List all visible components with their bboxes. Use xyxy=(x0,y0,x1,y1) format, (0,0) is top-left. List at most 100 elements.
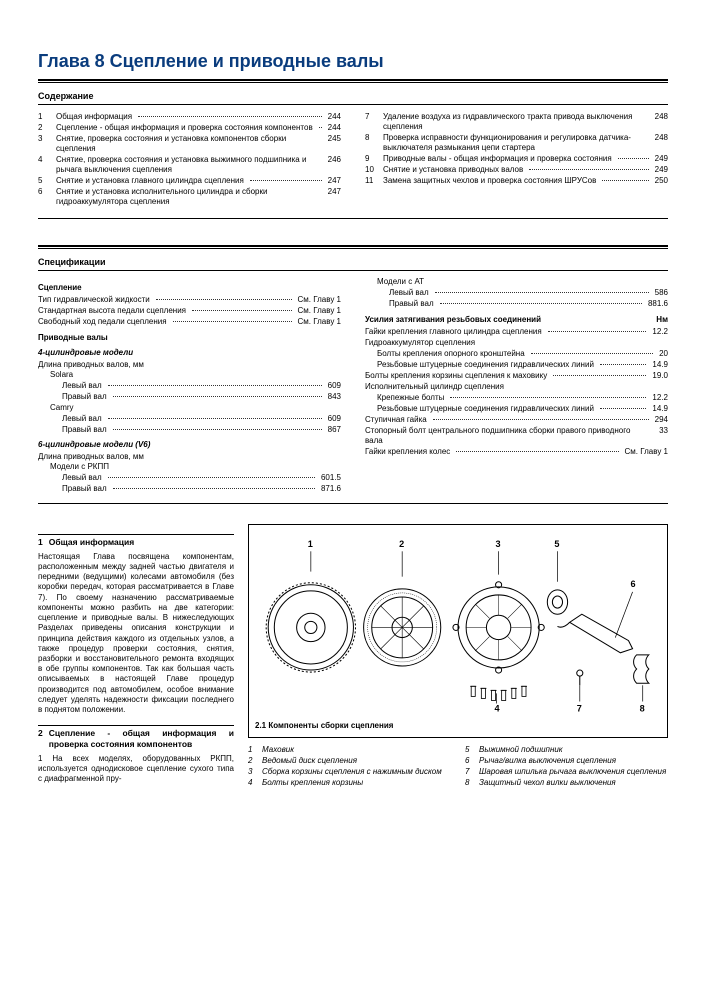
toc-num: 7 xyxy=(365,112,379,122)
rule xyxy=(38,79,668,81)
legend-item: 7 Шаровая шпилька рычага выключения сцепл… xyxy=(465,767,668,777)
toc-num: 11 xyxy=(365,176,379,186)
toc-label: Снятие, проверка состояния и установка в… xyxy=(56,155,316,175)
svg-text:2: 2 xyxy=(399,539,404,549)
rule xyxy=(38,82,668,83)
spec-dots xyxy=(113,488,315,489)
length-label: Длина приводных валов, мм xyxy=(38,360,341,370)
toc-page: 250 xyxy=(655,176,668,186)
spec-value: 12.2 xyxy=(652,327,668,337)
legend-num: 3 xyxy=(248,767,258,777)
torque-heading: Усилия затягивания резьбовых соединений xyxy=(365,315,541,325)
toc-label: Удаление воздуха из гидравлического трак… xyxy=(383,112,643,132)
spec-value: 881.6 xyxy=(648,299,668,309)
toc-page: 248 xyxy=(655,133,668,143)
section-2-heading: 2 Сцепление - общая информация и проверк… xyxy=(38,725,234,749)
toc-page: 247 xyxy=(328,176,341,186)
toc-num: 8 xyxy=(365,133,379,143)
legend-text: Рычаг/вилка выключения сцепления xyxy=(479,756,616,766)
legend-text: Шаровая шпилька рычага выключения сцепле… xyxy=(479,767,666,777)
legend-text: Маховик xyxy=(262,745,294,755)
toc-item: 3Снятие, проверка состояния и установка … xyxy=(38,134,341,154)
specs: Сцепление Тип гидравлической жидкости См.… xyxy=(38,277,668,495)
toc-page: 248 xyxy=(655,112,668,122)
length-label: Длина приводных валов, мм xyxy=(38,452,341,462)
specs-heading: Спецификации xyxy=(38,257,668,268)
spec-value: 294 xyxy=(655,415,668,425)
spec-dots xyxy=(433,419,649,420)
spec-dots xyxy=(108,477,315,478)
spec-label: Левый вал xyxy=(389,288,429,298)
toc-label: Снятие и установка приводных валов xyxy=(383,165,523,175)
spec-value: 20 xyxy=(659,349,668,359)
legend-num: 5 xyxy=(465,745,475,755)
rule xyxy=(38,218,668,219)
toc-item: 6Снятие и установка исполнительного цили… xyxy=(38,187,341,207)
camry-label: Camry xyxy=(38,403,341,413)
toc-label: Приводные валы - общая информация и пров… xyxy=(383,154,612,164)
spec-value: 609 xyxy=(328,414,341,424)
section-title: Сцепление - общая информация и проверка … xyxy=(49,728,234,749)
figure-legend: 1Маховик2Ведомый диск сцепления3Сборка к… xyxy=(248,744,668,789)
toc-num: 10 xyxy=(365,165,379,175)
toc-page: 244 xyxy=(328,112,341,122)
spec-label: Резьбовые штуцерные соединения гидравлич… xyxy=(377,360,594,370)
spec-label: Гайки крепления колес xyxy=(365,447,450,457)
spec-line: Свободный ход педали сцепленияСм. Главу … xyxy=(38,317,341,327)
legend-num: 4 xyxy=(248,778,258,788)
toc-page: 245 xyxy=(328,134,341,144)
svg-text:5: 5 xyxy=(554,539,559,549)
legend-num: 7 xyxy=(465,767,475,777)
spec-line: Крепежные болты12.2 xyxy=(365,393,668,403)
spec-value: 33 xyxy=(659,426,668,436)
toc-num: 2 xyxy=(38,123,52,133)
spec-label: Тип гидравлической жидкости xyxy=(38,295,150,305)
legend-num: 2 xyxy=(248,756,258,766)
svg-text:3: 3 xyxy=(496,539,501,549)
toc-item: 7 Удаление воздуха из гидравлического тра… xyxy=(365,112,668,132)
specs-right: Модели с АТ Левый вал586Правый вал881.6 … xyxy=(365,277,668,495)
section-1-body: Настоящая Глава посвящена компонентам, р… xyxy=(38,552,234,716)
spec-label: Исполнительный цилиндр сцепления xyxy=(365,382,504,392)
spec-value: См. Главу 1 xyxy=(625,447,668,457)
spec-value: 867 xyxy=(328,425,341,435)
body-columns: 1 Общая информация Настоящая Глава посвя… xyxy=(38,524,668,789)
svg-text:4: 4 xyxy=(495,704,501,714)
spec-label: Болты крепления корзины сцепления к махо… xyxy=(365,371,547,381)
toc-label: Снятие, проверка состояния и установка к… xyxy=(56,134,316,154)
at-label: Модели с АТ xyxy=(365,277,668,287)
spec-label: Гидроаккумулятор сцепления xyxy=(365,338,475,348)
section-1-heading: 1 Общая информация xyxy=(38,534,234,548)
legend-item: 8Защитный чехол вилки выключения xyxy=(465,778,668,788)
legend-item: 6Рычаг/вилка выключения сцепления xyxy=(465,756,668,766)
drive-heading: Приводные валы xyxy=(38,333,341,343)
clutch-heading: Сцепление xyxy=(38,283,341,293)
toc-page: 244 xyxy=(328,123,341,133)
toc-num: 6 xyxy=(38,187,52,197)
spec-line: Правый вал881.6 xyxy=(365,299,668,309)
legend-text: Болты крепления корзины xyxy=(262,778,363,788)
svg-text:7: 7 xyxy=(577,704,582,714)
spec-label: Свободный ход педали сцепления xyxy=(38,317,167,327)
toc-num: 1 xyxy=(38,112,52,122)
spec-dots xyxy=(113,396,322,397)
spec-dots xyxy=(108,418,322,419)
toc-page: 247 xyxy=(328,187,341,197)
chapter-title: Глава 8 Сцепление и приводные валы xyxy=(38,50,668,73)
contents-heading: Содержание xyxy=(38,91,668,102)
legend-text: Защитный чехол вилки выключения xyxy=(479,778,616,788)
spec-dots xyxy=(600,364,647,365)
svg-text:6: 6 xyxy=(631,579,636,589)
spec-dots xyxy=(173,321,292,322)
spec-label: Ступичная гайка xyxy=(365,415,427,425)
spec-value: 14.9 xyxy=(652,360,668,370)
spec-dots xyxy=(600,408,647,409)
rule xyxy=(38,248,668,249)
spec-line: Правый вал867 xyxy=(38,425,341,435)
legend-item: 5Выжимной подшипник xyxy=(465,745,668,755)
figure-caption: 2.1 Компоненты сборки сцепления xyxy=(255,721,661,731)
toc-item: 5Снятие и установка главного цилиндра сц… xyxy=(38,176,341,186)
spec-value: 19.0 xyxy=(652,371,668,381)
spec-line: Исполнительный цилиндр сцепления xyxy=(365,382,668,392)
rule xyxy=(38,104,668,105)
